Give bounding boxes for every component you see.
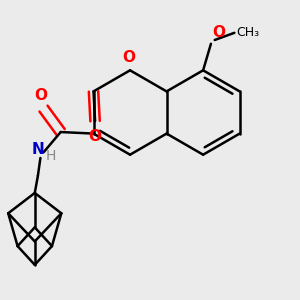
Text: O: O [122, 50, 135, 65]
Text: H: H [45, 149, 56, 163]
Text: O: O [88, 129, 102, 144]
Text: CH₃: CH₃ [236, 26, 259, 39]
Text: N: N [32, 142, 44, 157]
Text: O: O [34, 88, 47, 103]
Text: O: O [212, 25, 226, 40]
